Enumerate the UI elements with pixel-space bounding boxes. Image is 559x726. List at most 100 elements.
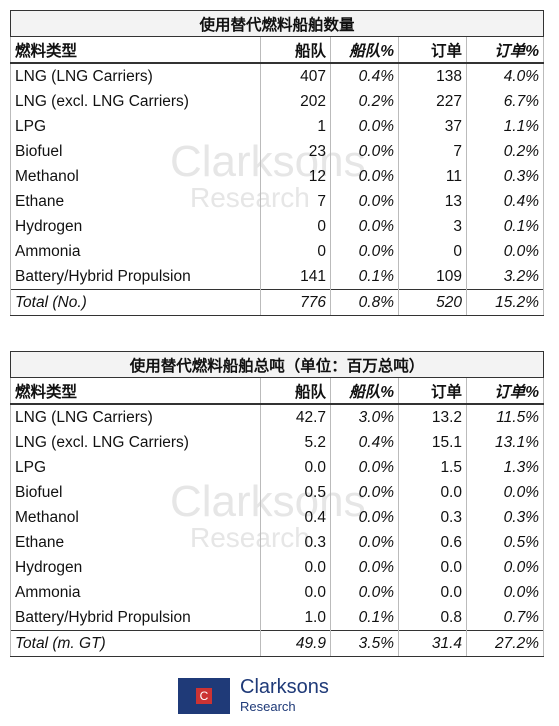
cell: 0.4% <box>465 189 545 214</box>
cell: Ethane <box>10 530 261 555</box>
cell: 1.1% <box>465 114 545 139</box>
data-row: LPG 0.0 0.0% 1.5 1.3% <box>10 455 544 480</box>
data-row: Ethane 7 0.0% 13 0.4% <box>10 189 545 214</box>
cell: 1 <box>260 114 331 139</box>
header-row: 燃料类型 船队 船队% 订单 订单% <box>10 377 544 405</box>
cell: 3 <box>398 214 467 239</box>
cell: 0.0% <box>330 239 399 264</box>
cell: 0.8 <box>398 605 467 631</box>
title-row: 使用替代燃料船舶总吨（单位：百万总吨） <box>10 351 544 378</box>
cell: Biofuel <box>10 139 261 164</box>
data-row: Biofuel 23 0.0% 7 0.2% <box>10 139 545 164</box>
data-row: Battery/Hybrid Propulsion 141 0.1% 109 3.2% <box>10 264 545 290</box>
total-cell: 776 <box>260 289 331 316</box>
logo-mark: C <box>196 688 212 704</box>
cell: 13.2 <box>398 404 467 430</box>
table-title: 使用替代燃料船舶数量 <box>9 10 545 37</box>
total-cell: Total (No.) <box>10 289 261 316</box>
cell: 5.2 <box>260 430 331 455</box>
cell: 0.0% <box>330 555 399 580</box>
cell: 0.0% <box>330 580 399 605</box>
cell: LNG (LNG Carriers) <box>10 404 261 430</box>
cell: 0.3% <box>466 505 544 530</box>
table-wrap: 使用替代燃料船舶数量 燃料类型 船队 船队% 订单 订单% LNG (LNG Carrier… <box>9 10 545 316</box>
total-row: Total (No.) 776 0.8% 520 15.2% <box>10 289 545 316</box>
table: 使用替代燃料船舶数量 燃料类型 船队 船队% 订单 订单% LNG (LNG Carrier… <box>9 10 545 316</box>
cell: Methanol <box>10 164 261 189</box>
logo: C Clarksons Research <box>178 676 378 716</box>
cell: 11 <box>398 164 467 189</box>
cell: 0 <box>260 214 331 239</box>
cell: 138 <box>398 63 467 89</box>
cell: 0.4% <box>330 63 399 89</box>
cell: 12 <box>260 164 331 189</box>
cell: 1.0 <box>260 605 331 631</box>
data-row: Methanol 12 0.0% 11 0.3% <box>10 164 545 189</box>
cell: LNG (LNG Carriers) <box>10 63 261 89</box>
cell: 0.0% <box>465 239 545 264</box>
cell: 0.0% <box>330 214 399 239</box>
cell: Battery/Hybrid Propulsion <box>10 605 261 631</box>
cell: 0.4% <box>330 430 399 455</box>
title-row: 使用替代燃料船舶数量 <box>9 10 545 37</box>
cell: LNG (excl. LNG Carriers) <box>10 430 261 455</box>
cell: 0.5% <box>466 530 544 555</box>
logo-box: C <box>178 678 230 714</box>
data-row: LNG (excl. LNG Carriers) 5.2 0.4% 15.1 13.1% <box>10 430 544 455</box>
cell: 0 <box>260 239 331 264</box>
header-cell: 燃料类型 <box>10 36 261 64</box>
cell: 141 <box>260 264 331 290</box>
cell: 13.1% <box>466 430 544 455</box>
cell: 0.0% <box>330 139 399 164</box>
cell: 3.0% <box>330 404 399 430</box>
cell: 0.1% <box>330 264 399 290</box>
total-cell: 0.8% <box>330 289 399 316</box>
cell: 0.3% <box>465 164 545 189</box>
cell: 109 <box>398 264 467 290</box>
total-cell: Total (m. GT) <box>10 630 261 657</box>
data-row: Ammonia 0 0.0% 0 0.0% <box>10 239 545 264</box>
cell: 0 <box>398 239 467 264</box>
cell: 0.0% <box>466 555 544 580</box>
cell: 0.0% <box>330 164 399 189</box>
cell: 4.0% <box>465 63 545 89</box>
total-row: Total (m. GT) 49.9 3.5% 31.4 27.2% <box>10 630 544 657</box>
cell: 42.7 <box>260 404 331 430</box>
cell: 0.0% <box>330 114 399 139</box>
cell: 11.5% <box>466 404 544 430</box>
header-cell: 订单 <box>398 36 467 64</box>
cell: 37 <box>398 114 467 139</box>
cell: LPG <box>10 455 261 480</box>
cell: 0.4 <box>260 505 331 530</box>
cell: 0.5 <box>260 480 331 505</box>
cell: 0.0 <box>260 580 331 605</box>
cell: 23 <box>260 139 331 164</box>
cell: Ethane <box>10 189 261 214</box>
total-cell: 15.2% <box>465 289 545 316</box>
cell: 1.5 <box>398 455 467 480</box>
cell: 0.0% <box>330 455 399 480</box>
cell: 0.0 <box>260 455 331 480</box>
header-cell: 订单 <box>398 377 467 405</box>
table-title: 使用替代燃料船舶总吨（单位：百万总吨） <box>10 351 544 378</box>
cell: 0.7% <box>466 605 544 631</box>
cell: 0.0% <box>330 530 399 555</box>
cell: 0.0% <box>330 480 399 505</box>
table: 使用替代燃料船舶总吨（单位：百万总吨） 燃料类型 船队 船队% 订单 订单% LNG (LN… <box>10 351 544 657</box>
cell: 0.0% <box>466 580 544 605</box>
total-cell: 520 <box>398 289 467 316</box>
cell: 13 <box>398 189 467 214</box>
cell: 0.0 <box>260 555 331 580</box>
cell: 407 <box>260 63 331 89</box>
cell: 15.1 <box>398 430 467 455</box>
cell: 7 <box>260 189 331 214</box>
cell: 0.2% <box>330 89 399 114</box>
cell: 0.1% <box>330 605 399 631</box>
cell: 0.6 <box>398 530 467 555</box>
header-cell: 燃料类型 <box>10 377 261 405</box>
cell: 0.0% <box>466 480 544 505</box>
header-cell: 订单% <box>465 36 545 64</box>
header-cell: 船队 <box>260 377 331 405</box>
total-cell: 31.4 <box>398 630 467 657</box>
cell: 202 <box>260 89 331 114</box>
